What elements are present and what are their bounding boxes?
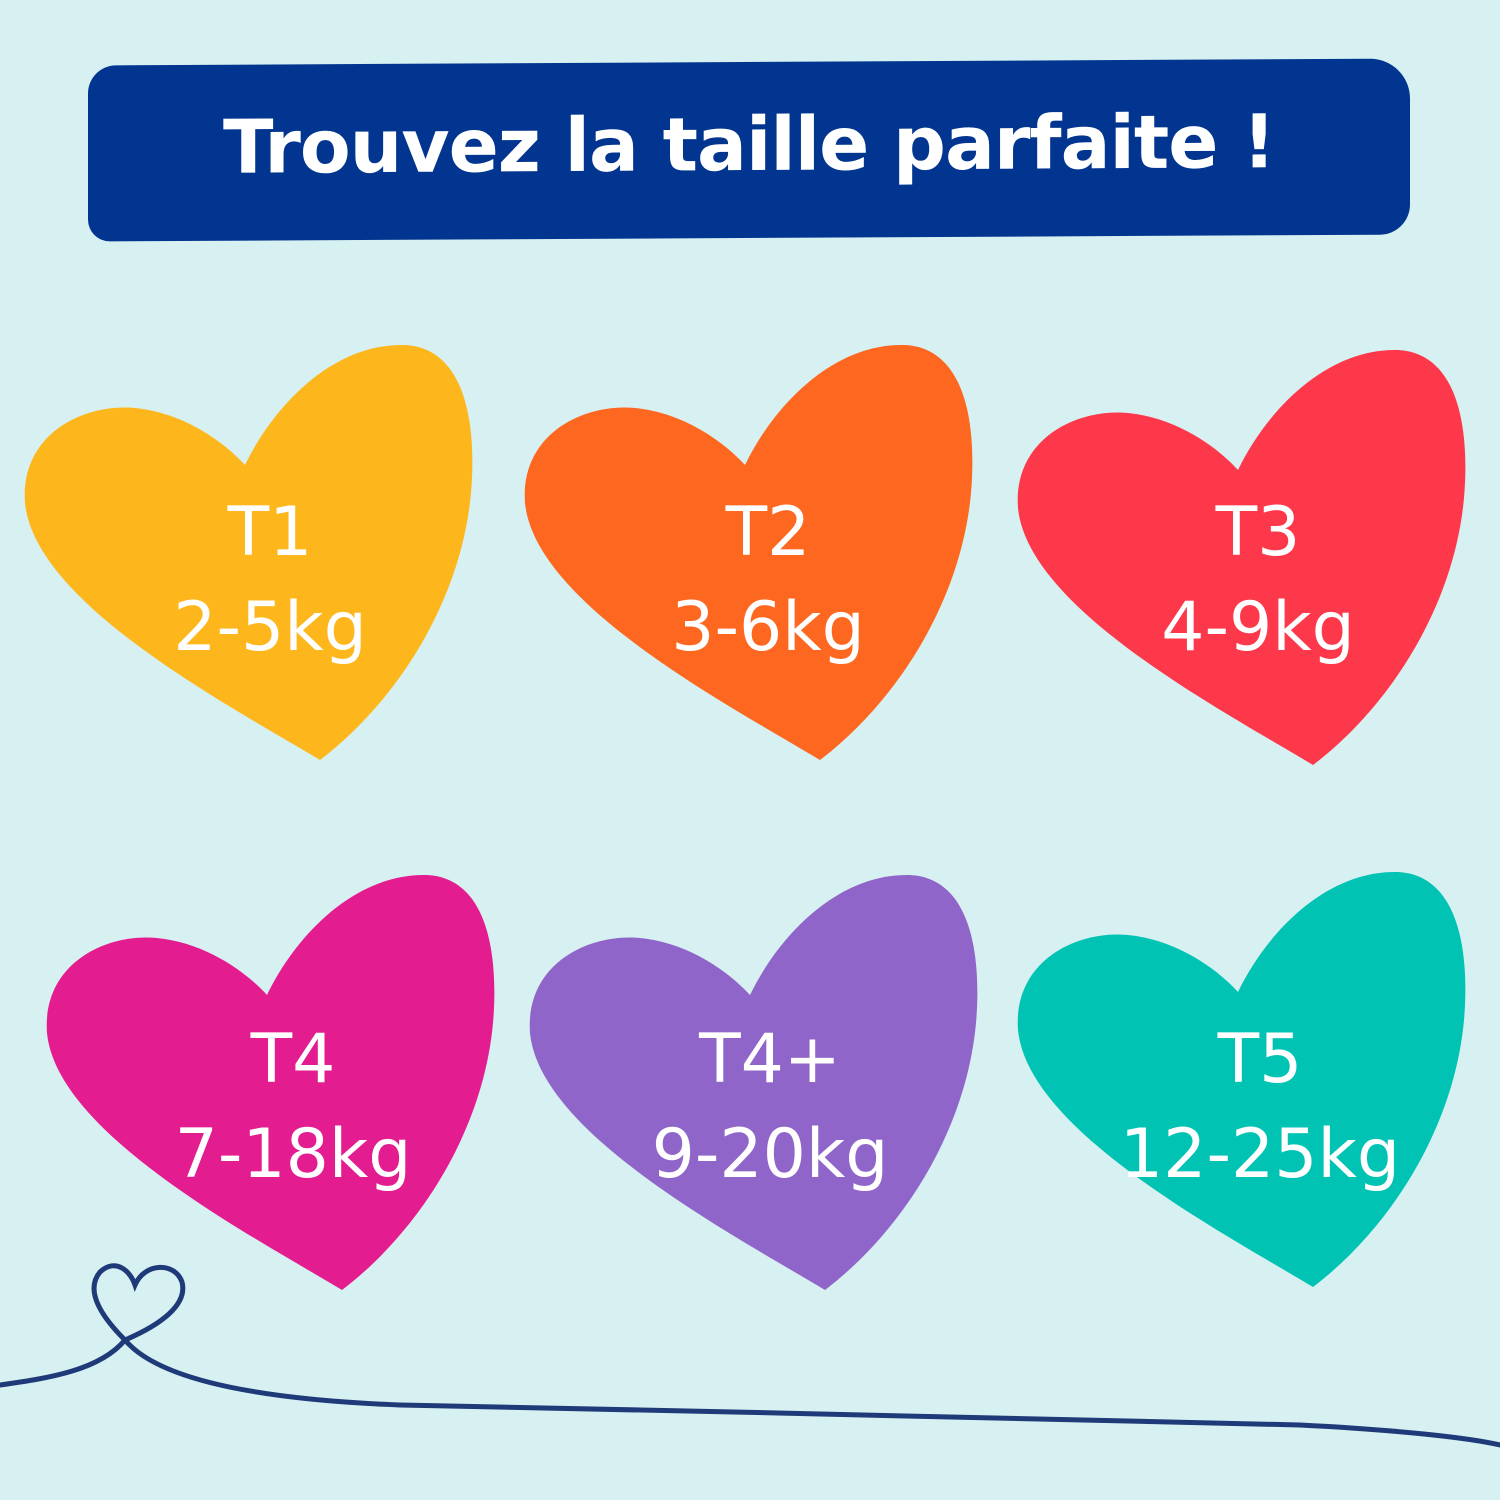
size-label: T4 7-18kg (113, 1012, 473, 1202)
size-label: T5 12-25kg (1080, 1012, 1440, 1202)
decorative-heart-line (0, 1263, 1500, 1448)
size-code: T3 (1215, 493, 1301, 572)
size-code: T4 (250, 1020, 336, 1099)
size-code: T5 (1217, 1020, 1303, 1099)
size-code: T4+ (699, 1020, 841, 1099)
size-label: T2 3-6kg (588, 485, 948, 675)
size-code: T2 (725, 493, 811, 572)
size-weight: 3-6kg (671, 588, 865, 667)
size-weight: 9-20kg (651, 1115, 889, 1194)
size-label: T3 4-9kg (1078, 485, 1438, 675)
size-code: T1 (227, 493, 313, 572)
size-weight: 2-5kg (173, 588, 367, 667)
size-weight: 4-9kg (1161, 588, 1355, 667)
size-weight: 7-18kg (174, 1115, 412, 1194)
size-label: T4+ 9-20kg (590, 1012, 950, 1202)
size-weight: 12-25kg (1119, 1115, 1401, 1194)
size-label: T1 2-5kg (90, 485, 450, 675)
